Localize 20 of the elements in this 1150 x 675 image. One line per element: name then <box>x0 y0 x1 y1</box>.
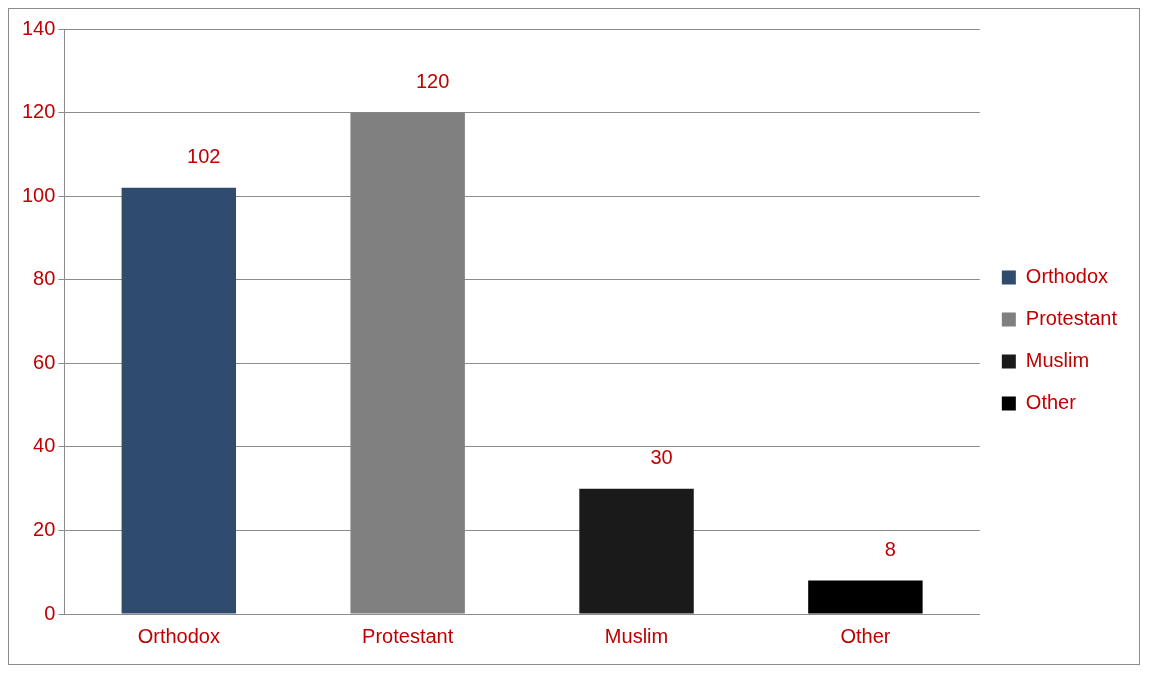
y-tick-label: 0 <box>44 601 56 624</box>
y-tick-label: 40 <box>33 434 56 457</box>
data-label: 102 <box>187 145 221 168</box>
y-tick-label: 100 <box>21 183 56 206</box>
x-tick-label: Other <box>840 624 891 647</box>
y-tick-label: 80 <box>33 267 56 290</box>
legend-label: Protestant <box>1025 307 1118 330</box>
data-label: 30 <box>650 446 673 469</box>
y-tick-label: 20 <box>33 517 56 540</box>
y-tick-label: 120 <box>21 100 56 123</box>
legend-label: Other <box>1025 391 1077 414</box>
y-tick-label: 60 <box>33 350 56 373</box>
x-tick-label: Protestant <box>362 624 454 647</box>
legend-label: Orthodox <box>1025 265 1109 288</box>
x-tick-label: Orthodox <box>137 624 220 647</box>
data-label: 8 <box>884 538 896 561</box>
legend-label: Muslim <box>1025 349 1090 372</box>
x-tick-label: Muslim <box>604 624 669 647</box>
y-tick-label: 140 <box>21 16 56 39</box>
data-label: 120 <box>415 70 450 93</box>
